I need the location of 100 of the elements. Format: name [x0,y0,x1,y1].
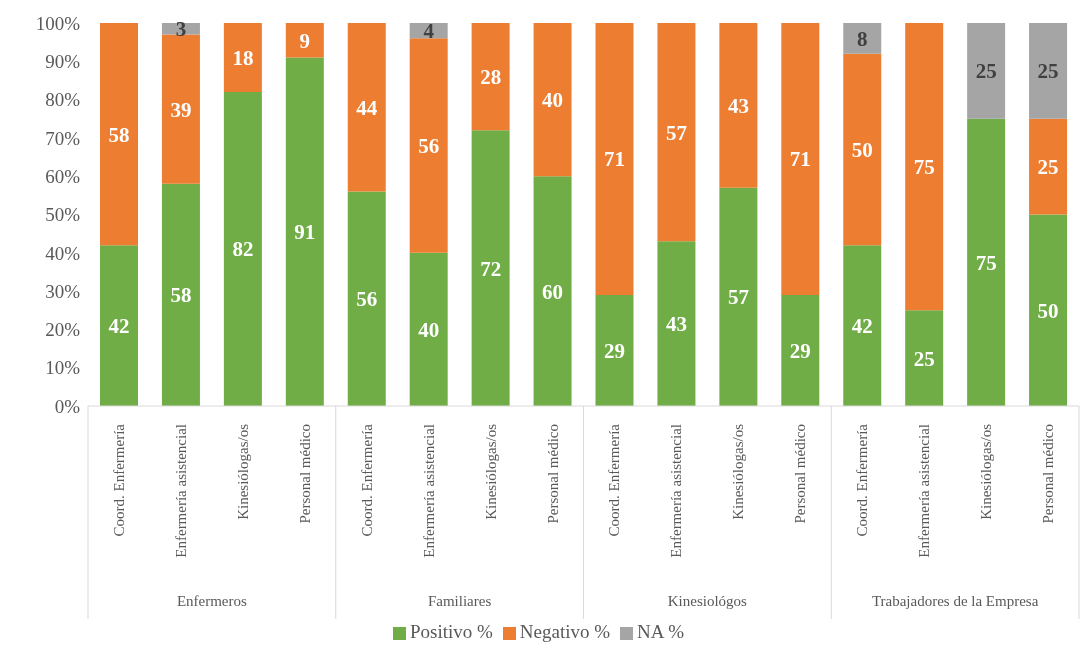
data-label: 57 [727,285,749,310]
bar [471,23,510,131]
data-label: 42 [851,314,873,339]
data-label: 56 [356,287,378,312]
bar [781,294,820,406]
text: Familiares [427,593,492,609]
bar [1029,118,1068,215]
bar [347,23,386,192]
bar [905,310,944,406]
text: Enfermeros [176,593,248,609]
text: Trabajadores de la Empresa [871,593,1039,609]
bar [843,23,882,54]
bar [843,245,882,406]
data-label: 25 [975,59,997,84]
y-tick-label: 20% [45,319,81,341]
bar [533,176,572,406]
data-label: 25 [913,346,935,371]
data-label: 29 [789,338,811,363]
legend-label: Positivo % [409,621,493,642]
data-label: 60 [542,279,564,304]
bar [1029,214,1068,406]
x-tick-label: Kinesiólogas/os [730,423,747,520]
text: Kinesiológos [667,593,748,609]
data-label: 42 [108,314,130,339]
data-label: 43 [727,93,749,118]
bar [719,187,758,406]
bar [285,57,324,406]
x-tick-label: Personal médico [296,424,313,524]
data-label: 18 [232,45,254,70]
data-label: 56 [418,134,440,159]
data-label: 57 [665,120,687,145]
data-label: 39 [170,97,192,122]
data-label: 8 [857,26,868,51]
data-label: 75 [913,155,935,180]
bar [100,245,138,406]
y-tick-label: 80% [45,89,81,111]
x-tick-label: Coord. Enfermería [606,423,623,537]
bar [657,23,696,242]
data-label: 58 [108,122,130,147]
bar [967,23,1006,119]
data-label: 72 [480,256,502,281]
data-label: 50 [1037,298,1059,323]
bar [1029,23,1068,119]
data-label: 29 [604,338,625,363]
bar [161,34,200,184]
bar [719,23,758,188]
data-label: 58 [170,283,192,308]
bar [657,241,696,406]
y-tick-label: 50% [45,204,81,226]
y-tick-label: 60% [45,165,81,187]
data-label: 82 [232,237,254,262]
data-label: 9 [299,28,311,53]
data-label: 4 [423,19,435,44]
x-tick-label: Kinesiólogas/os [482,423,499,520]
x-tick-label: Enfermería asistencial [172,424,189,558]
bar [471,130,510,406]
y-tick-label: 10% [45,357,81,379]
bar [285,23,324,58]
x-tick-label: Coord. Enfermería [110,423,127,537]
y-tick-label: 0% [54,395,81,417]
bar [100,23,138,246]
y-tick-label: 100% [35,12,81,34]
bar [533,23,572,177]
x-tick-label: Kinesiólogas/os [234,423,251,520]
x-tick-label: Personal médico [544,424,561,524]
data-label: 44 [356,95,378,120]
x-tick-label: Enfermería asistencial [916,424,933,558]
data-label: 71 [789,147,811,172]
legend-label: NA % [637,621,685,642]
bar [905,23,944,311]
y-tick-label: 70% [45,127,81,149]
x-tick-label: Coord. Enfermería [854,423,871,537]
bar [223,91,262,406]
y-tick-label: 40% [45,242,81,264]
bar [161,183,200,406]
data-label: 40 [418,317,440,342]
x-tick-label: Personal médico [792,424,809,524]
data-label: 3 [175,17,187,42]
legend-label: Negativo % [519,621,611,642]
data-label: 40 [542,88,564,113]
x-tick-label: Enfermería asistencial [420,424,437,558]
data-label: 50 [851,137,873,162]
y-tick-label: 30% [45,280,81,302]
data-label: 75 [975,250,997,275]
bar [595,294,634,406]
bar [409,252,448,406]
y-tick-label: 90% [45,51,81,73]
bar [843,53,882,246]
bar [595,23,634,295]
bar [223,23,262,92]
data-label: 71 [604,147,625,172]
bar [347,191,386,406]
data-label: 91 [294,220,316,245]
x-tick-label: Enfermería asistencial [668,424,685,558]
bar [409,38,448,253]
bar [781,23,820,295]
x-tick-label: Personal médico [1040,424,1057,524]
data-label: 25 [1037,155,1059,180]
bar [967,118,1006,406]
data-label: 43 [665,312,687,337]
